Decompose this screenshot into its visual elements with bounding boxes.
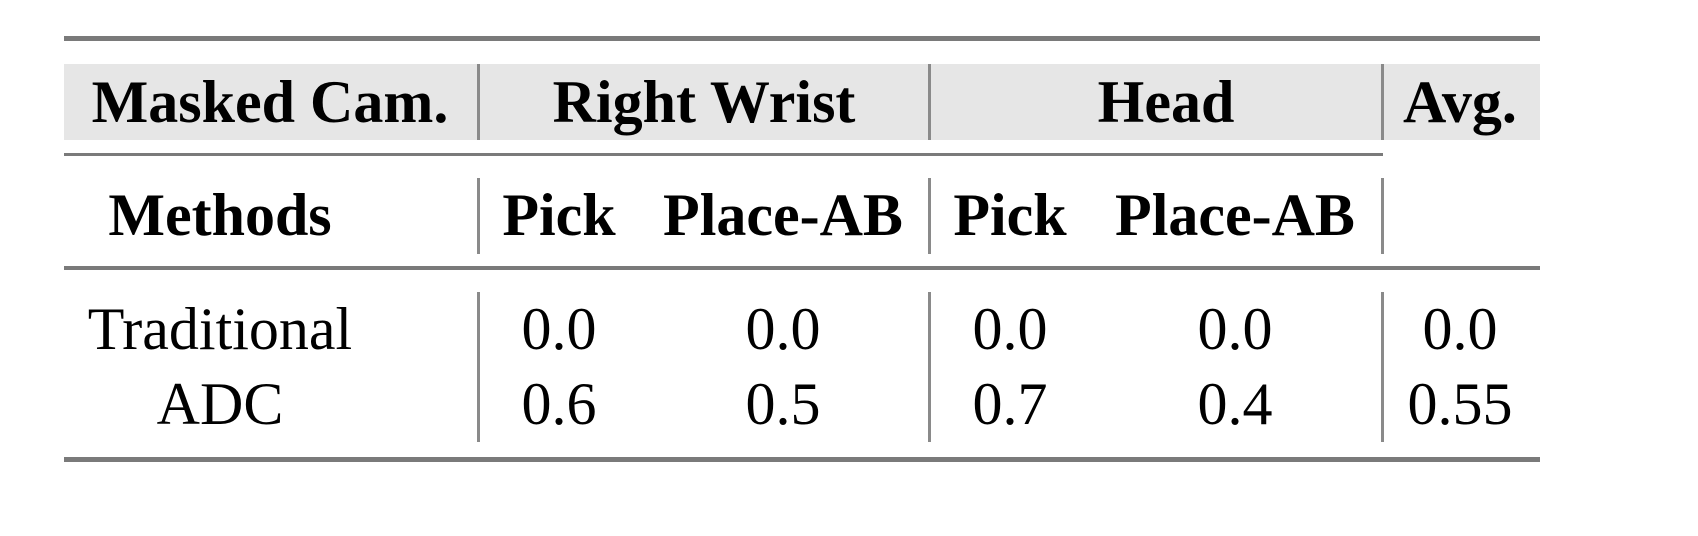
subheader-col: Place-AB [663,182,903,248]
column-divider [477,178,480,254]
header-masked-cam: Masked Cam. [91,69,449,135]
column-divider [928,64,931,140]
header-background [64,64,1540,140]
header-midrule [64,153,1383,156]
column-divider [1381,178,1384,254]
header-group-head: Head [1097,69,1235,135]
header-group-right-wrist: Right Wrist [552,69,856,135]
value-cell: 0.0 [521,296,597,362]
value-cell: 0.0 [972,296,1048,362]
method-name: Traditional [87,296,353,362]
column-divider [928,178,931,254]
value-cell: 0.5 [745,371,821,437]
value-cell: 0.6 [521,371,597,437]
value-cell: 0.4 [1197,371,1273,437]
header-avg: Avg. [1403,69,1517,135]
method-name: ADC [156,371,284,437]
subheader-col: Pick [953,182,1067,248]
subheader-col: Pick [502,182,616,248]
bottom-rule [64,457,1540,462]
subheader-col: Place-AB [1115,182,1355,248]
value-cell: 0.7 [972,371,1048,437]
column-divider [1381,64,1384,140]
subheader-rule [64,266,1540,270]
value-cell: 0.0 [1422,296,1498,362]
value-cell: 0.0 [1197,296,1273,362]
column-divider [928,292,931,442]
column-divider [1381,292,1384,442]
column-divider [477,64,480,140]
column-divider [477,292,480,442]
value-cell: 0.55 [1407,371,1513,437]
value-cell: 0.0 [745,296,821,362]
top-rule [64,36,1540,41]
subheader-methods: Methods [108,182,332,248]
